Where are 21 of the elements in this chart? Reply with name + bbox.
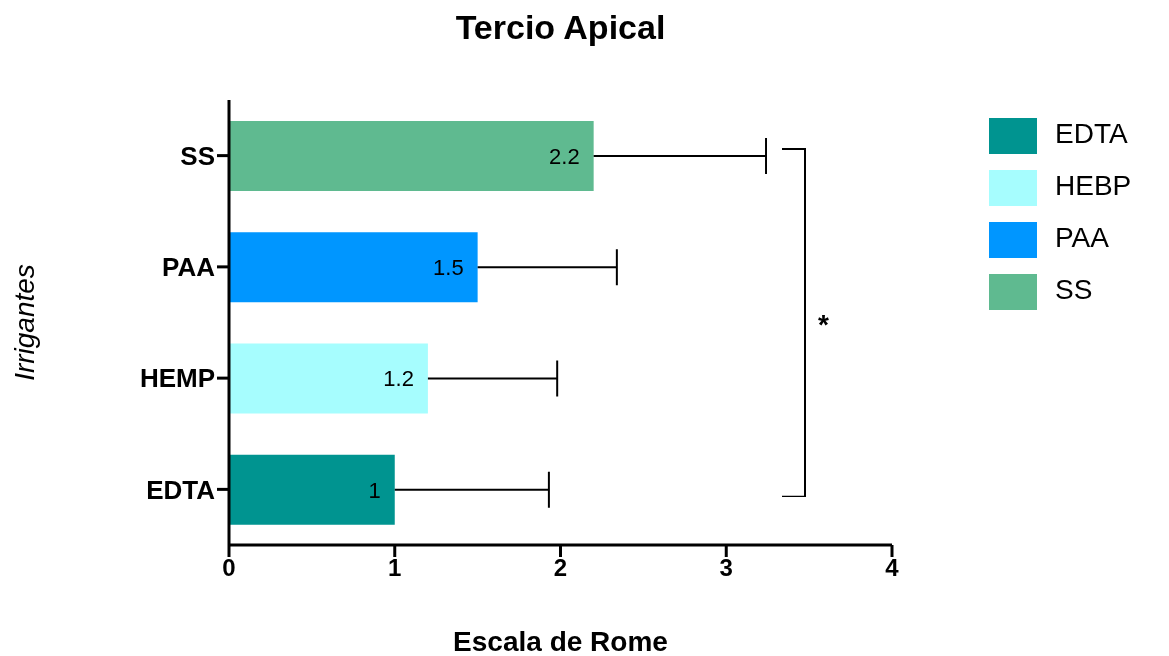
y-tick-label: PAA — [162, 252, 216, 283]
x-tick-label: 3 — [719, 554, 733, 582]
y-tick-label: SS — [180, 140, 215, 171]
x-tick-label: 1 — [388, 554, 402, 582]
legend-label: HEBP — [1055, 170, 1132, 201]
x-axis-title: Escala de Rome — [453, 626, 668, 656]
data-label: 1 — [368, 477, 381, 503]
legend-label: SS — [1055, 274, 1093, 305]
x-tick-label: 2 — [553, 554, 568, 582]
x-tick-label: 4 — [885, 554, 900, 582]
x-tick-label: 0 — [222, 554, 236, 582]
y-axis-title: Irrigantes — [8, 264, 40, 381]
data-label: 1.2 — [383, 366, 414, 392]
legend-label: EDTA — [1055, 118, 1128, 149]
legend-label: PAA — [1055, 222, 1109, 253]
y-tick-label: HEMP — [139, 363, 215, 394]
chart-title: Tercio Apical — [454, 8, 667, 47]
data-label: 1.5 — [433, 255, 464, 281]
annotation: * — [818, 308, 829, 341]
y-tick-label: EDTA — [146, 474, 216, 505]
data-label: 2.2 — [549, 143, 580, 169]
